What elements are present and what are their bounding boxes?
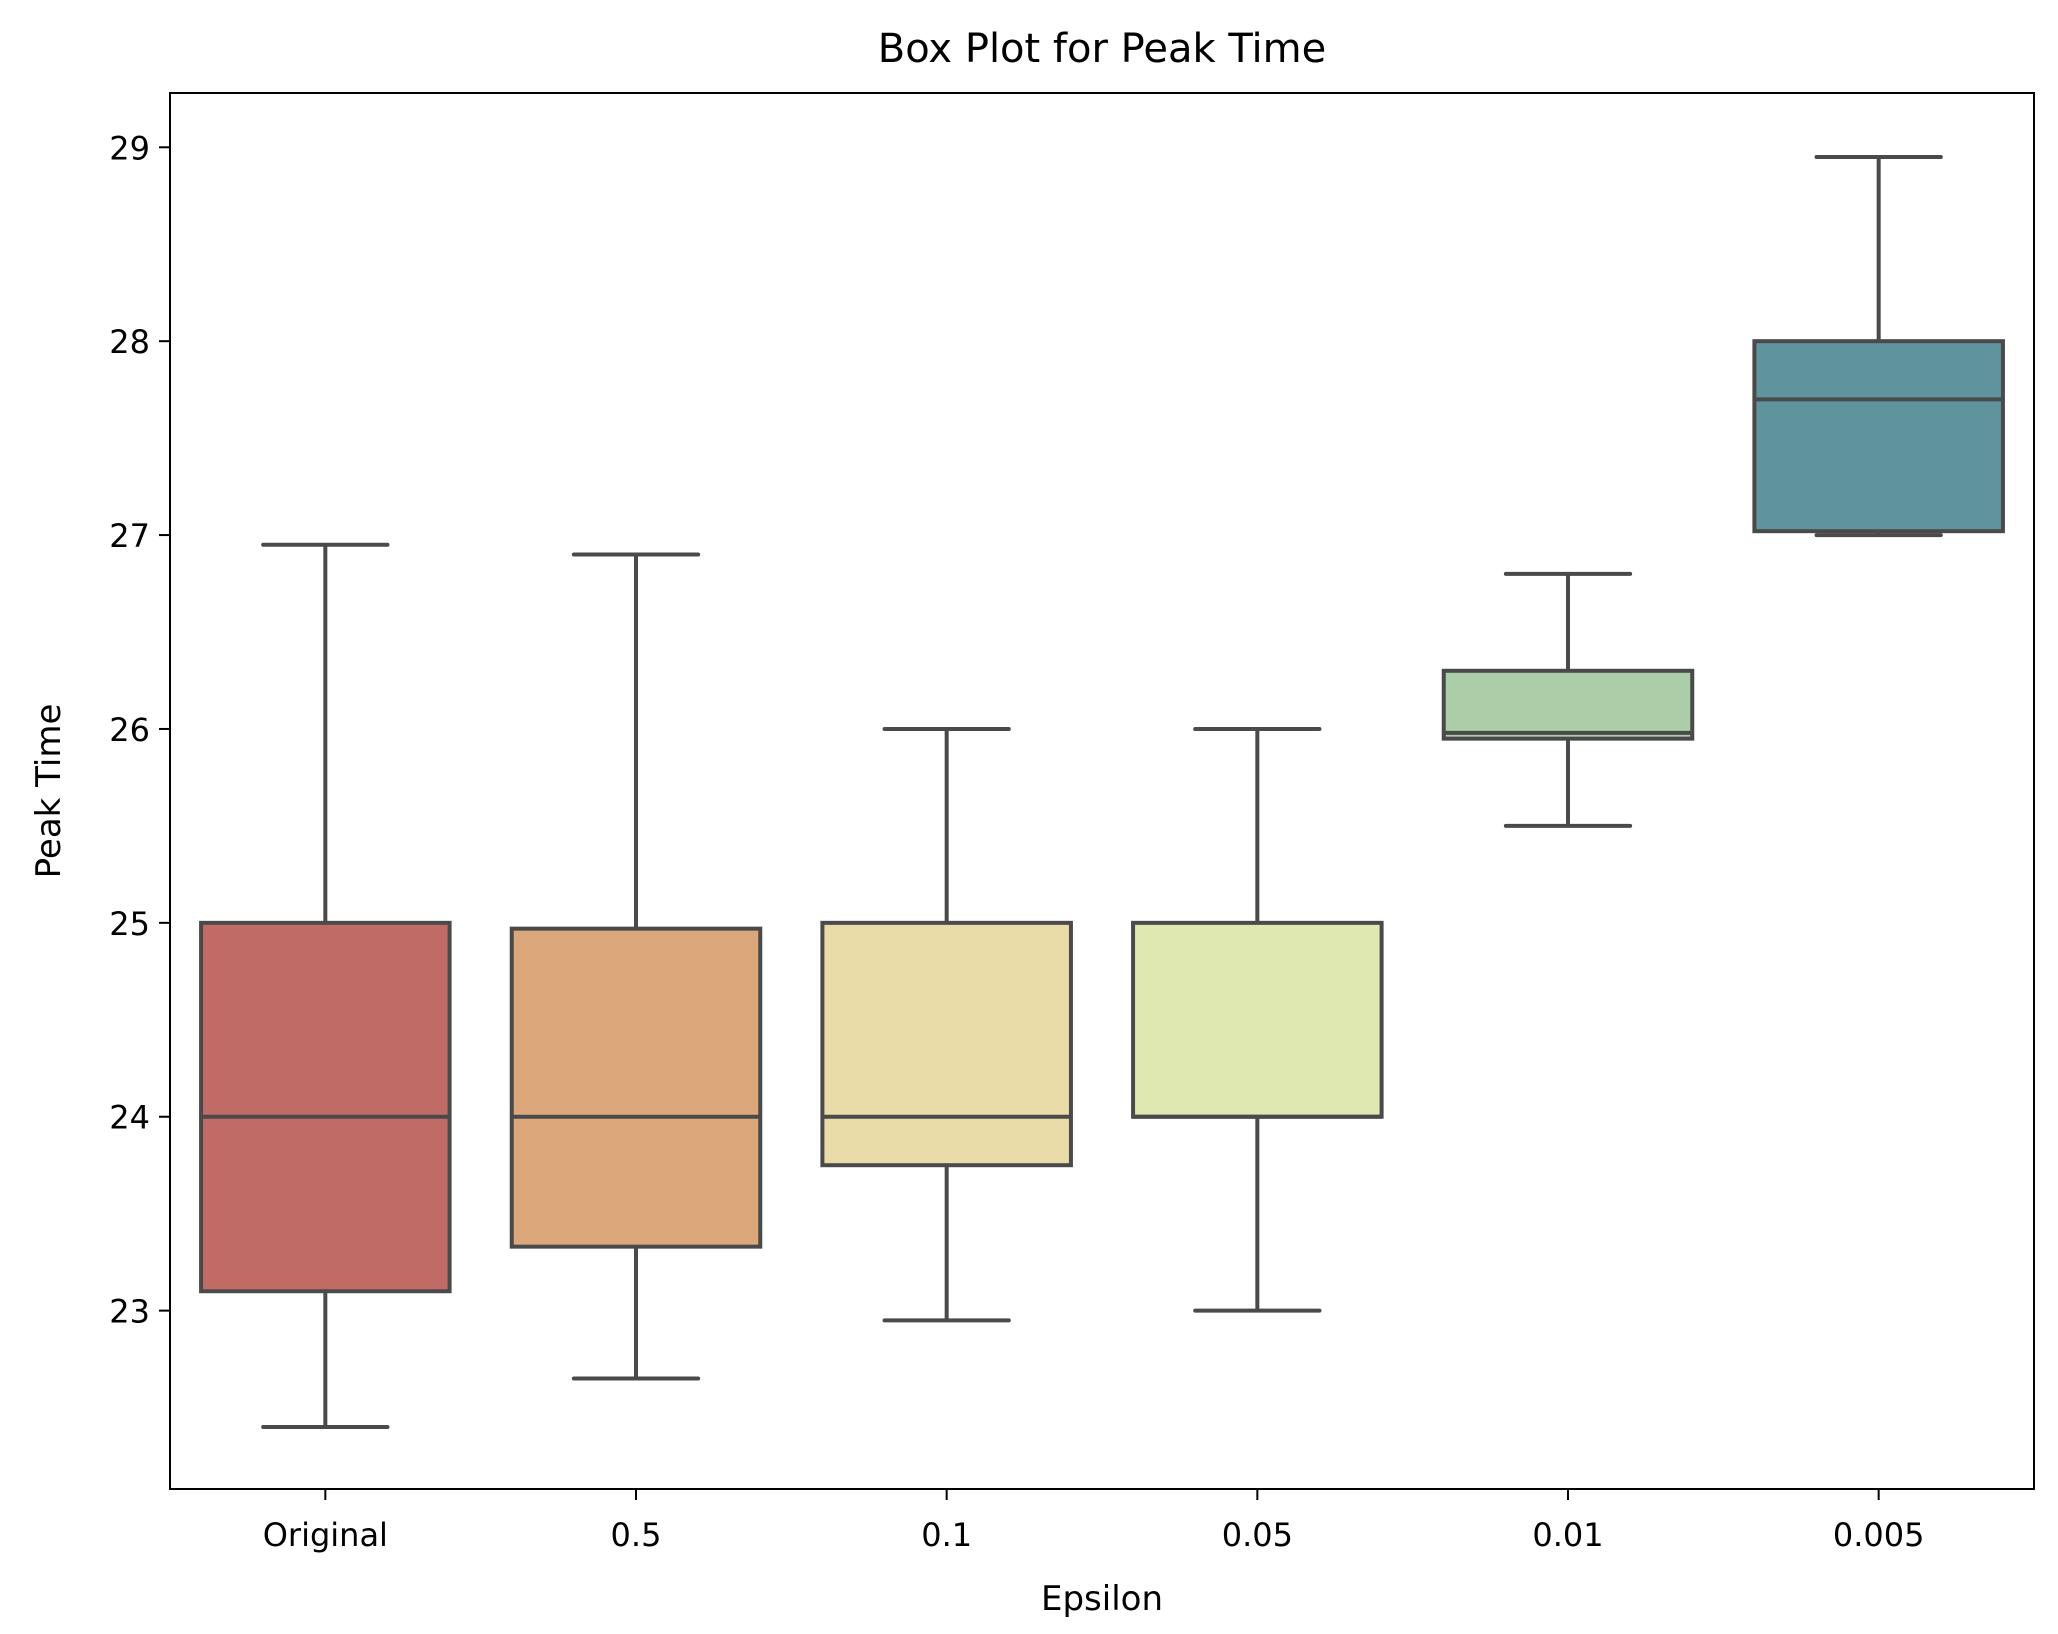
y-axis-label: Peak Time [29, 704, 69, 879]
box-group-5 [1752, 154, 2005, 538]
y-tick-label: 24 [109, 1099, 150, 1137]
x-tick-label: 0.01 [1532, 1516, 1603, 1554]
box-iqr [199, 920, 452, 1294]
box-iqr [1441, 668, 1695, 741]
x-tick-label: 0.005 [1833, 1516, 1925, 1554]
x-tick-label: 0.1 [921, 1516, 972, 1554]
boxes-layer [199, 154, 2005, 1429]
box-group-4 [1441, 571, 1695, 828]
x-tick-label: 0.05 [1222, 1516, 1293, 1554]
box-group-1 [509, 552, 763, 1381]
box-iqr [1131, 920, 1384, 1119]
x-tick-label: Original [263, 1516, 388, 1554]
y-tick-label: 29 [109, 129, 150, 167]
box-group-3 [1131, 726, 1384, 1313]
box-iqr [1752, 339, 2005, 534]
y-tick-label: 27 [109, 517, 150, 555]
plot-area-frame [169, 92, 2035, 1490]
box-iqr [820, 920, 1073, 1168]
y-tick-label: 28 [109, 323, 150, 361]
y-tick-label: 23 [109, 1293, 150, 1331]
x-axis-label: Epsilon [1041, 1579, 1163, 1619]
chart-title: Box Plot for Peak Time [878, 26, 1326, 72]
x-axis: Original 0.5 0.1 0.05 0.01 0.005 [263, 1489, 1925, 1554]
y-tick-label: 26 [109, 711, 150, 749]
y-tick-label: 25 [109, 905, 150, 943]
x-tick-label: 0.5 [611, 1516, 662, 1554]
y-axis: 23 24 25 26 27 28 29 [109, 129, 170, 1331]
box-group-2 [820, 726, 1073, 1323]
box-group-0 [199, 542, 452, 1429]
box-iqr [509, 926, 763, 1249]
